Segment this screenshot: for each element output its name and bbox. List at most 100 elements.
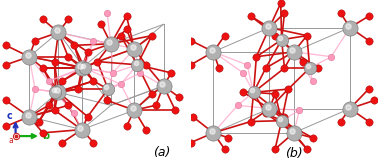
Point <box>46 104 52 107</box>
Point <box>130 107 136 110</box>
Point <box>90 80 96 82</box>
Point <box>3 64 9 66</box>
Point <box>371 99 377 102</box>
Point <box>176 96 182 98</box>
Point <box>124 125 130 128</box>
Point <box>277 117 283 120</box>
Point <box>305 65 311 67</box>
Point <box>291 132 297 134</box>
Text: a: a <box>9 136 14 145</box>
Point <box>79 67 85 69</box>
Point <box>59 141 65 144</box>
Point <box>304 148 310 150</box>
Point <box>12 135 19 137</box>
Point <box>65 55 71 58</box>
Point <box>3 44 9 47</box>
Point <box>248 15 254 17</box>
Point <box>94 60 101 63</box>
Point <box>131 109 137 111</box>
Point <box>209 49 215 51</box>
Point <box>3 99 9 102</box>
Point <box>347 107 353 110</box>
Point <box>32 39 38 42</box>
Point <box>26 55 32 58</box>
Point <box>347 26 353 29</box>
Point <box>345 24 352 27</box>
Point <box>272 93 278 95</box>
Point <box>80 65 86 67</box>
Point <box>366 88 372 90</box>
Point <box>51 109 57 111</box>
Point <box>65 104 71 107</box>
Point <box>338 120 344 123</box>
Point <box>266 26 273 29</box>
Text: c: c <box>7 111 12 121</box>
Point <box>190 115 196 118</box>
Point <box>188 141 194 144</box>
Point <box>133 62 139 64</box>
Point <box>310 136 316 139</box>
Point <box>281 119 287 121</box>
Point <box>59 80 65 82</box>
Point <box>131 47 137 50</box>
Point <box>82 67 88 69</box>
Point <box>161 85 167 87</box>
Point <box>51 89 57 92</box>
Point <box>249 89 255 92</box>
Point <box>265 24 271 27</box>
Point <box>366 15 372 17</box>
Point <box>289 130 295 132</box>
Point <box>279 38 285 41</box>
Point <box>281 115 287 118</box>
Point <box>40 18 46 21</box>
Point <box>137 72 143 74</box>
Point <box>54 29 60 32</box>
Point <box>85 115 91 118</box>
Point <box>118 83 124 86</box>
Text: (a): (a) <box>153 145 170 159</box>
Point <box>53 91 59 94</box>
Point <box>300 60 306 63</box>
Point <box>244 64 250 66</box>
Point <box>71 44 77 47</box>
Point <box>307 67 313 69</box>
Point <box>54 89 60 92</box>
Point <box>296 109 302 111</box>
Point <box>143 128 149 131</box>
Point <box>222 34 228 37</box>
Point <box>36 120 42 123</box>
Point <box>222 148 228 150</box>
Point <box>51 60 57 63</box>
Point <box>77 65 83 67</box>
Point <box>338 12 344 14</box>
Point <box>253 55 259 58</box>
Point <box>26 115 32 118</box>
Point <box>159 83 165 85</box>
Point <box>366 39 372 42</box>
Point <box>12 135 19 137</box>
Point <box>265 105 271 108</box>
Point <box>291 51 297 53</box>
Point <box>32 88 38 90</box>
Point <box>289 49 295 51</box>
Point <box>108 42 114 45</box>
Point <box>285 88 291 90</box>
Point <box>110 72 116 74</box>
Point <box>310 80 316 82</box>
Point <box>104 12 110 14</box>
Point <box>90 141 96 144</box>
Point <box>65 18 71 21</box>
Point <box>98 23 104 26</box>
Point <box>134 64 140 66</box>
Point <box>3 125 9 128</box>
Point <box>366 120 372 123</box>
Point <box>278 2 284 5</box>
Point <box>240 72 246 74</box>
Point <box>251 91 257 94</box>
Point <box>40 132 46 134</box>
Point <box>104 99 110 102</box>
Point <box>266 107 273 110</box>
Point <box>304 34 310 37</box>
Point <box>272 148 278 150</box>
Point <box>210 51 216 53</box>
